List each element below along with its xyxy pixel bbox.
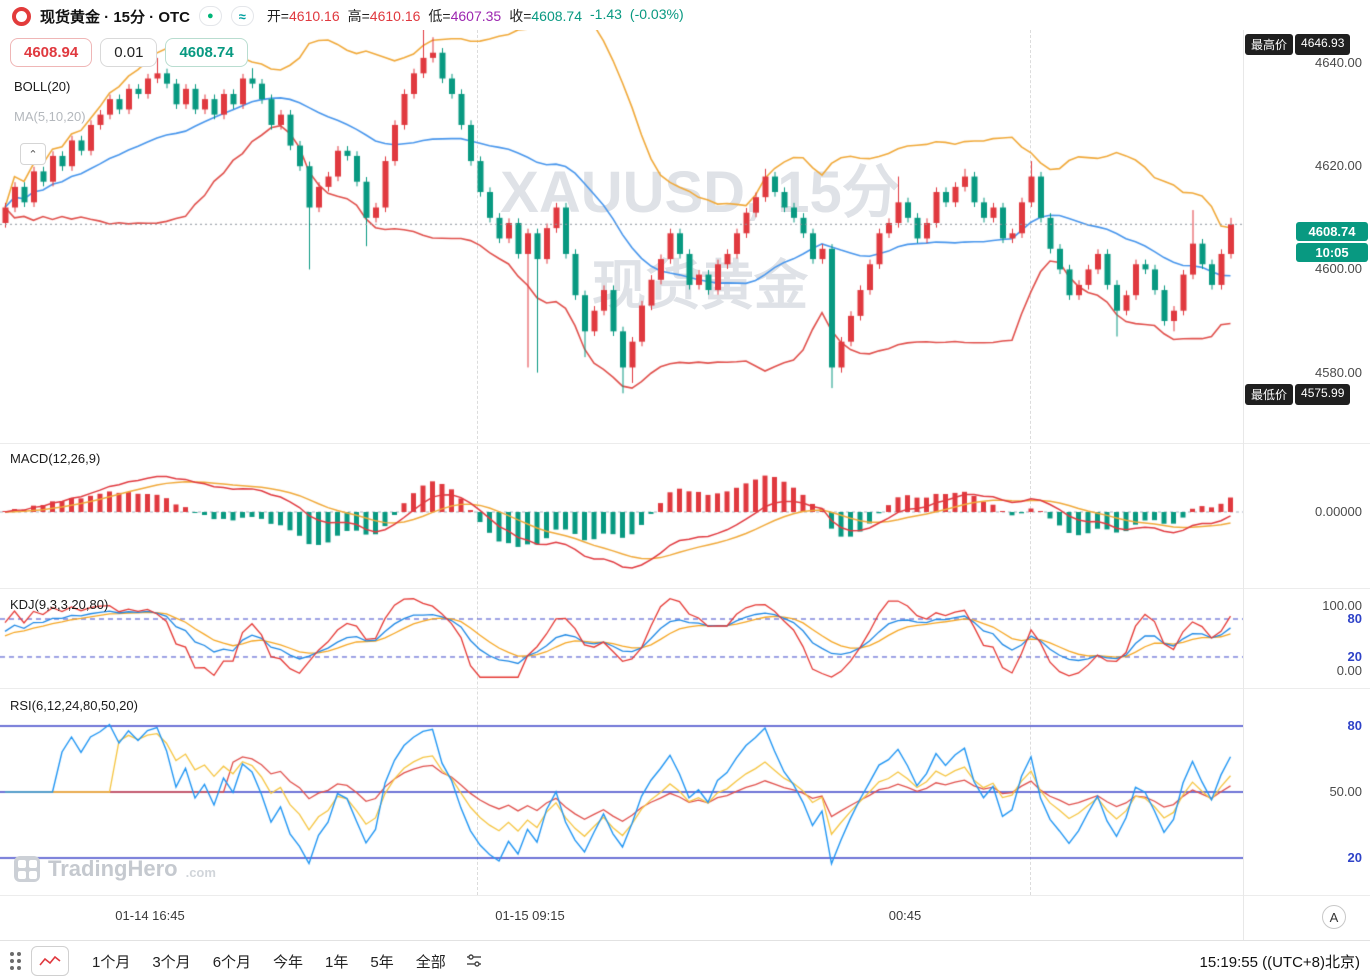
- panel-divider: [0, 688, 1370, 689]
- spread-value: 0.01: [100, 38, 158, 67]
- panel-divider: [0, 588, 1370, 589]
- collapse-panel-button[interactable]: ⌃: [20, 143, 46, 165]
- bid-price-button[interactable]: 4608.94: [10, 38, 93, 67]
- time-axis-label: 00:45: [888, 908, 922, 923]
- kdj-top-tick: 100.00: [1322, 598, 1362, 613]
- server-clock: 15:19:55 ((UTC+8)北京): [1199, 953, 1360, 971]
- drag-handle-icon[interactable]: [10, 952, 21, 970]
- session-high-label: 最高价: [1245, 34, 1294, 55]
- macd-chart-canvas[interactable]: [0, 443, 1243, 588]
- session-high-badge: 最高价 4646.93: [1245, 34, 1351, 55]
- ask-price-button[interactable]: 4608.74: [165, 38, 248, 67]
- last-price-badge: 4608.74: [1296, 222, 1368, 241]
- session-high-value: 4646.93: [1295, 34, 1351, 55]
- open-value: 4610.16: [289, 8, 340, 24]
- rsi-mid-tick: 50.00: [1329, 784, 1362, 799]
- last-price-value: 4608.74: [1296, 222, 1368, 241]
- low-value: 4607.35: [450, 8, 502, 24]
- kdj-legend[interactable]: KDJ(9,3,3,20,80): [10, 597, 109, 612]
- ma-legend[interactable]: MA(5,10,20): [14, 109, 86, 124]
- session-low-value: 4575.99: [1295, 384, 1351, 405]
- range-all-button[interactable]: 全部: [407, 947, 455, 976]
- rsi-legend[interactable]: RSI(6,12,24,80,50,20): [10, 698, 138, 713]
- ohlc-readout: 开=4610.16 高=4610.16 低=4607.35 收=4608.74 …: [267, 6, 684, 26]
- panel-divider: [0, 443, 1370, 444]
- line-chart-icon: [39, 955, 61, 966]
- symbol-title: 现货黄金 · 15分 · OTC: [40, 8, 191, 26]
- low-label: 低=: [428, 8, 451, 24]
- kdj-bottom-tick: 0.00: [1336, 663, 1362, 678]
- price-chart-canvas[interactable]: [0, 30, 1243, 443]
- bottom-toolbar: 1个月 3个月 6个月 今年 1年 5年 全部 15:19:55 ((UTC+8…: [0, 940, 1370, 980]
- rsi-overbought-tick: 80: [1347, 718, 1362, 733]
- time-axis-label: 01-15 09:15: [495, 908, 565, 923]
- symbol-logo-icon: [12, 6, 31, 26]
- time-axis-label: 01-14 16:45: [115, 908, 185, 923]
- boll-legend[interactable]: BOLL(20): [14, 79, 71, 94]
- range-1m-button[interactable]: 1个月: [83, 947, 139, 976]
- chart-type-button[interactable]: [31, 946, 69, 976]
- change-value: -1.43: [590, 6, 622, 22]
- range-1y-button[interactable]: 1年: [316, 947, 357, 976]
- quote-panel: 4608.94 0.01 4608.74: [10, 38, 248, 67]
- chart-header: 现货黄金 · 15分 · OTC ● ≈ 开=4610.16 高=4610.16…: [0, 0, 1370, 32]
- rsi-chart-canvas[interactable]: [0, 689, 1243, 894]
- high-value: 4610.16: [369, 8, 421, 24]
- kdj-oversold-tick: 20: [1347, 649, 1362, 664]
- auto-scale-button[interactable]: A: [1322, 905, 1346, 929]
- approx-price-button[interactable]: ≈: [230, 6, 254, 26]
- open-label: 开=: [266, 8, 289, 24]
- status-dot-icon: ●: [207, 10, 214, 22]
- close-value: 4608.74: [531, 8, 582, 24]
- change-pct-value: (-0.03%): [629, 6, 684, 22]
- range-3m-button[interactable]: 3个月: [143, 947, 199, 976]
- range-ytd-button[interactable]: 今年: [264, 947, 312, 976]
- macd-legend[interactable]: MACD(12,26,9): [10, 451, 101, 466]
- bar-countdown-value: 10:05: [1296, 243, 1368, 262]
- rsi-oversold-tick: 20: [1347, 850, 1362, 865]
- price-tick: 4600.00: [1315, 261, 1362, 276]
- macd-zero-tick: 0.00000: [1315, 504, 1362, 519]
- range-selector: 1个月 3个月 6个月 今年 1年 5年 全部: [83, 947, 455, 976]
- close-label: 收=: [509, 8, 532, 24]
- price-axis-divider: [1243, 30, 1244, 940]
- price-tick: 4620.00: [1315, 158, 1362, 173]
- kdj-chart-canvas[interactable]: [0, 589, 1243, 687]
- session-low-label: 最低价: [1245, 384, 1294, 405]
- price-tick: 4580.00: [1315, 365, 1362, 380]
- chart-settings-button[interactable]: [465, 952, 483, 970]
- panel-divider: [0, 895, 1370, 896]
- sliders-icon: [466, 954, 481, 967]
- price-tick: 4640.00: [1315, 55, 1362, 70]
- approx-icon: ≈: [238, 8, 246, 24]
- bar-countdown-badge: 10:05: [1296, 243, 1368, 262]
- kdj-overbought-tick: 80: [1347, 611, 1362, 626]
- high-label: 高=: [347, 8, 370, 24]
- market-status-button[interactable]: ●: [199, 6, 222, 26]
- chevron-up-icon: ⌃: [28, 148, 38, 161]
- range-6m-button[interactable]: 6个月: [204, 947, 260, 976]
- range-5y-button[interactable]: 5年: [361, 947, 402, 976]
- session-low-badge: 最低价 4575.99: [1245, 384, 1351, 405]
